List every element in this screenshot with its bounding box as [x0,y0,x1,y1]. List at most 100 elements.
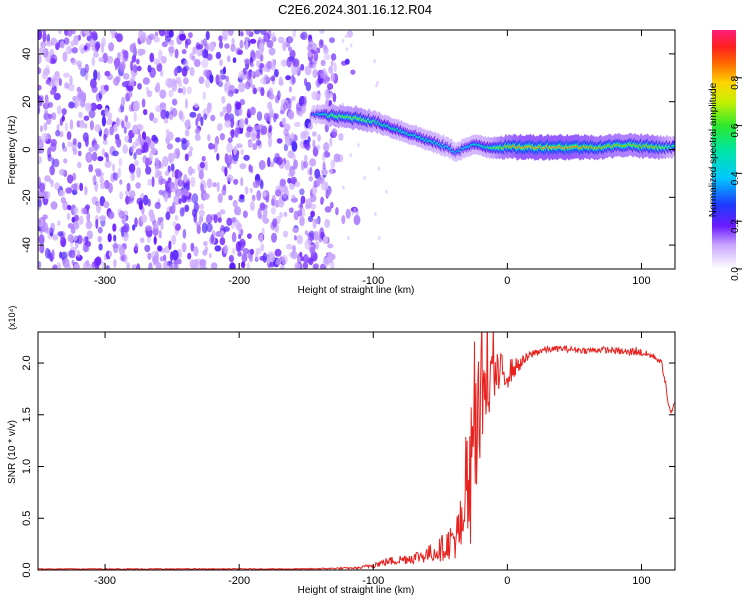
spectrogram-noise-cell [153,137,159,144]
spectrogram-noise-cell [207,134,211,142]
spectrogram-noise-cell [161,41,168,48]
spectrogram-noise-cell [279,178,286,187]
spectrogram-y-label: Frequency (Hz) [7,116,18,185]
spectrogram-noise-cell [159,216,164,223]
spectrogram-noise-cell [227,90,234,97]
spectrogram-noise-cell [45,79,51,85]
spectrogram-noise-cell [181,137,187,144]
spectrogram-noise-cell [283,230,289,238]
spectrogram-noise-cell [59,168,66,176]
spectrogram-noise-cell [95,43,100,52]
spectrogram-noise-cell [115,117,120,127]
spectrogram-noise-cell [116,33,123,43]
spectrogram-noise-cell [77,161,82,169]
spectrogram-noise-cell [130,145,135,153]
spectrogram-noise-cell [141,98,146,108]
spectrogram-noise-cell [89,120,94,131]
spectrogram-noise-cell [307,136,311,143]
spectrogram-noise-cell [256,133,261,140]
spectrogram-noise-cell [154,157,159,165]
spectrogram-noise-cell [107,233,112,243]
spectrogram-noise-cell [99,89,107,95]
spectrogram-noise-cell [259,202,266,211]
spectrogram-noise-cell [258,160,266,170]
spectrogram-noise-cell [135,182,141,189]
spectrogram-noise-cell [134,159,139,167]
spectrogram-noise-cell [312,139,316,149]
spectrogram-noise-cell [186,180,190,187]
spectrogram-noise-cell [308,176,314,182]
spectrogram-noise-cell [38,105,41,115]
spectrogram-noise-cell [83,115,90,121]
spectrogram-noise-cell [90,102,97,112]
spectrogram-noise-cell [105,265,110,269]
spectrogram-noise-cell [86,211,91,223]
spectrogram-noise-cell [196,44,204,50]
spectrogram-noise-cell [50,37,57,46]
spectrogram-noise-cell [38,199,42,208]
spectrogram-noise-cell [174,186,179,195]
spectrogram-noise-cell [235,101,242,110]
spectrogram-noise-cell [118,210,125,219]
spectrogram-noise-cell [201,48,209,59]
spectrogram-noise-cell [328,93,332,99]
spectrogram-noise-cell [262,252,267,263]
spectrogram-noise-cell [377,166,381,171]
spectrogram-noise-cell [328,66,334,74]
spectrogram-x-tick-label: -100 [362,275,384,287]
spectrogram-noise-cell [156,62,163,72]
spectrogram-noise-cell [299,251,303,258]
snr-x-tick-label: 100 [632,575,650,587]
spectrogram-noise-cell [273,112,277,123]
spectrogram-noise-cell [101,148,106,156]
spectrogram-noise-cell [104,70,111,77]
spectrogram-noise-cell [42,214,48,220]
spectrogram-noise-cell [262,209,268,220]
spectrogram-noise-cell [227,55,231,63]
spectrogram-noise-cell [108,42,115,52]
spectrogram-noise-cell [50,179,54,188]
spectrogram-noise-cell [121,96,126,107]
spectrogram-noise-cell [239,118,245,129]
spectrogram-noise-cell [272,218,278,228]
snr-x-tick-label: -200 [228,575,250,587]
spectrogram-noise-cell [196,113,202,122]
spectrogram-noise-cell [249,187,253,194]
spectrogram-noise-cell [315,93,321,101]
spectrogram-noise-cell [38,176,41,185]
spectrogram-y-ticks: -40 -20 0 20 40 [21,48,675,253]
spectrogram-noise-cell [305,203,311,210]
spectrogram-noise-cell [262,217,270,224]
spectrogram-noise-cell [133,152,137,160]
spectrogram-noise-cell [307,122,313,130]
spectrogram-noise-cell [113,124,118,133]
spectrogram-noise-cell [286,56,292,68]
spectrogram-noise-cell [215,51,222,60]
spectrogram-noise-cell [216,153,220,161]
spectrogram-noise-cell [274,248,282,257]
spectrogram-noise-cell [239,98,246,106]
spectrogram-noise-cell [51,78,56,88]
spectrogram-noise-cell [239,39,244,49]
spectrogram-noise-cell [53,71,60,81]
colorbar-ticks: 0.0 0.2 0.4 0.6 0.8 [730,75,742,281]
spectrogram-noise-cell [286,103,292,110]
spectrogram-noise-cell [105,153,109,162]
spectrogram-noise-cell [353,208,356,212]
spectrogram-noise-cell [67,204,72,211]
spectrogram-noise-cell [294,180,301,188]
spectrogram-noise-cell [202,38,207,47]
spectrogram-noise-cell [162,260,169,269]
spectrogram-noise-cell [240,148,244,156]
spectrogram-noise-cell [106,118,113,126]
spectrogram-noise-cell [93,69,98,81]
spectrogram-noise-cell [123,253,128,264]
spectrogram-x-tick-label: 0 [504,275,510,287]
spectrogram-noise-cell [191,208,198,218]
spectrogram-noise-cell [292,76,296,84]
spectrogram-noise-cell [98,57,104,63]
spectrogram-noise-cell [223,82,229,93]
spectrogram-noise-cell [191,55,196,62]
spectrogram-noise-cell [249,38,257,44]
spectrogram-noise-cell [255,179,261,186]
